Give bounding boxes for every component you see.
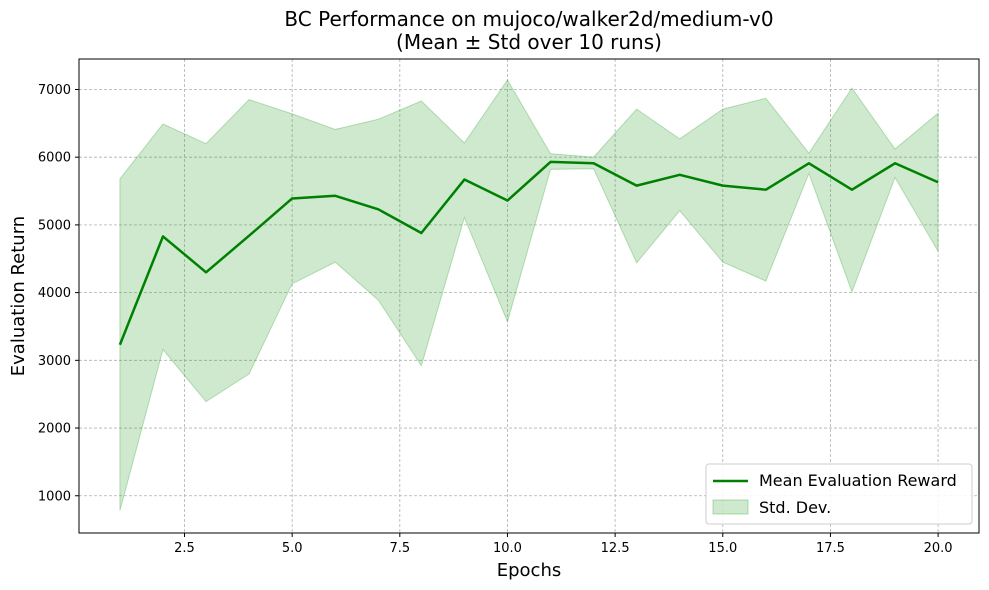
y-tick-label: 4000 — [38, 286, 71, 301]
x-axis-ticks: 2.5 5.0 7.5 10.0 12.5 15.0 17.5 20.0 — [174, 533, 953, 556]
legend-mean-label: Mean Evaluation Reward — [759, 471, 957, 490]
y-tick-label: 1000 — [38, 489, 71, 504]
x-tick-label: 17.5 — [816, 541, 845, 556]
x-tick-label: 7.5 — [389, 541, 410, 556]
legend-box — [705, 463, 973, 525]
y-tick-label: 2000 — [38, 422, 71, 437]
plot-frame — [78, 58, 980, 534]
legend-std-swatch — [712, 499, 749, 515]
legend-std-label: Std. Dev. — [759, 498, 831, 517]
y-axis-label: Evaluation Return — [8, 216, 29, 376]
mean-evaluation-line — [118, 160, 939, 346]
std-band-layer — [119, 79, 939, 511]
x-tick-label: 10.0 — [493, 541, 522, 556]
y-tick-label: 5000 — [38, 218, 71, 233]
chart-title: BC Performance on mujoco/walker2d/medium… — [284, 7, 773, 31]
x-tick-label: 20.0 — [924, 541, 953, 556]
y-tick-label: 3000 — [38, 354, 71, 369]
x-tick-label: 15.0 — [708, 541, 737, 556]
std-dev-band — [119, 79, 939, 511]
y-axis-ticks: 1000 2000 3000 4000 5000 6000 7000 — [38, 83, 79, 504]
x-tick-label: 2.5 — [174, 541, 195, 556]
mean-line-layer — [118, 160, 939, 346]
legend: Mean Evaluation Reward Std. Dev. — [705, 463, 973, 525]
x-axis-label: Epochs — [497, 560, 562, 581]
x-tick-label: 12.5 — [601, 541, 630, 556]
x-tick-label: 5.0 — [282, 541, 303, 556]
y-tick-label: 6000 — [38, 151, 71, 166]
chart-subtitle: (Mean ± Std over 10 runs) — [396, 30, 662, 54]
y-tick-label: 7000 — [38, 83, 71, 98]
